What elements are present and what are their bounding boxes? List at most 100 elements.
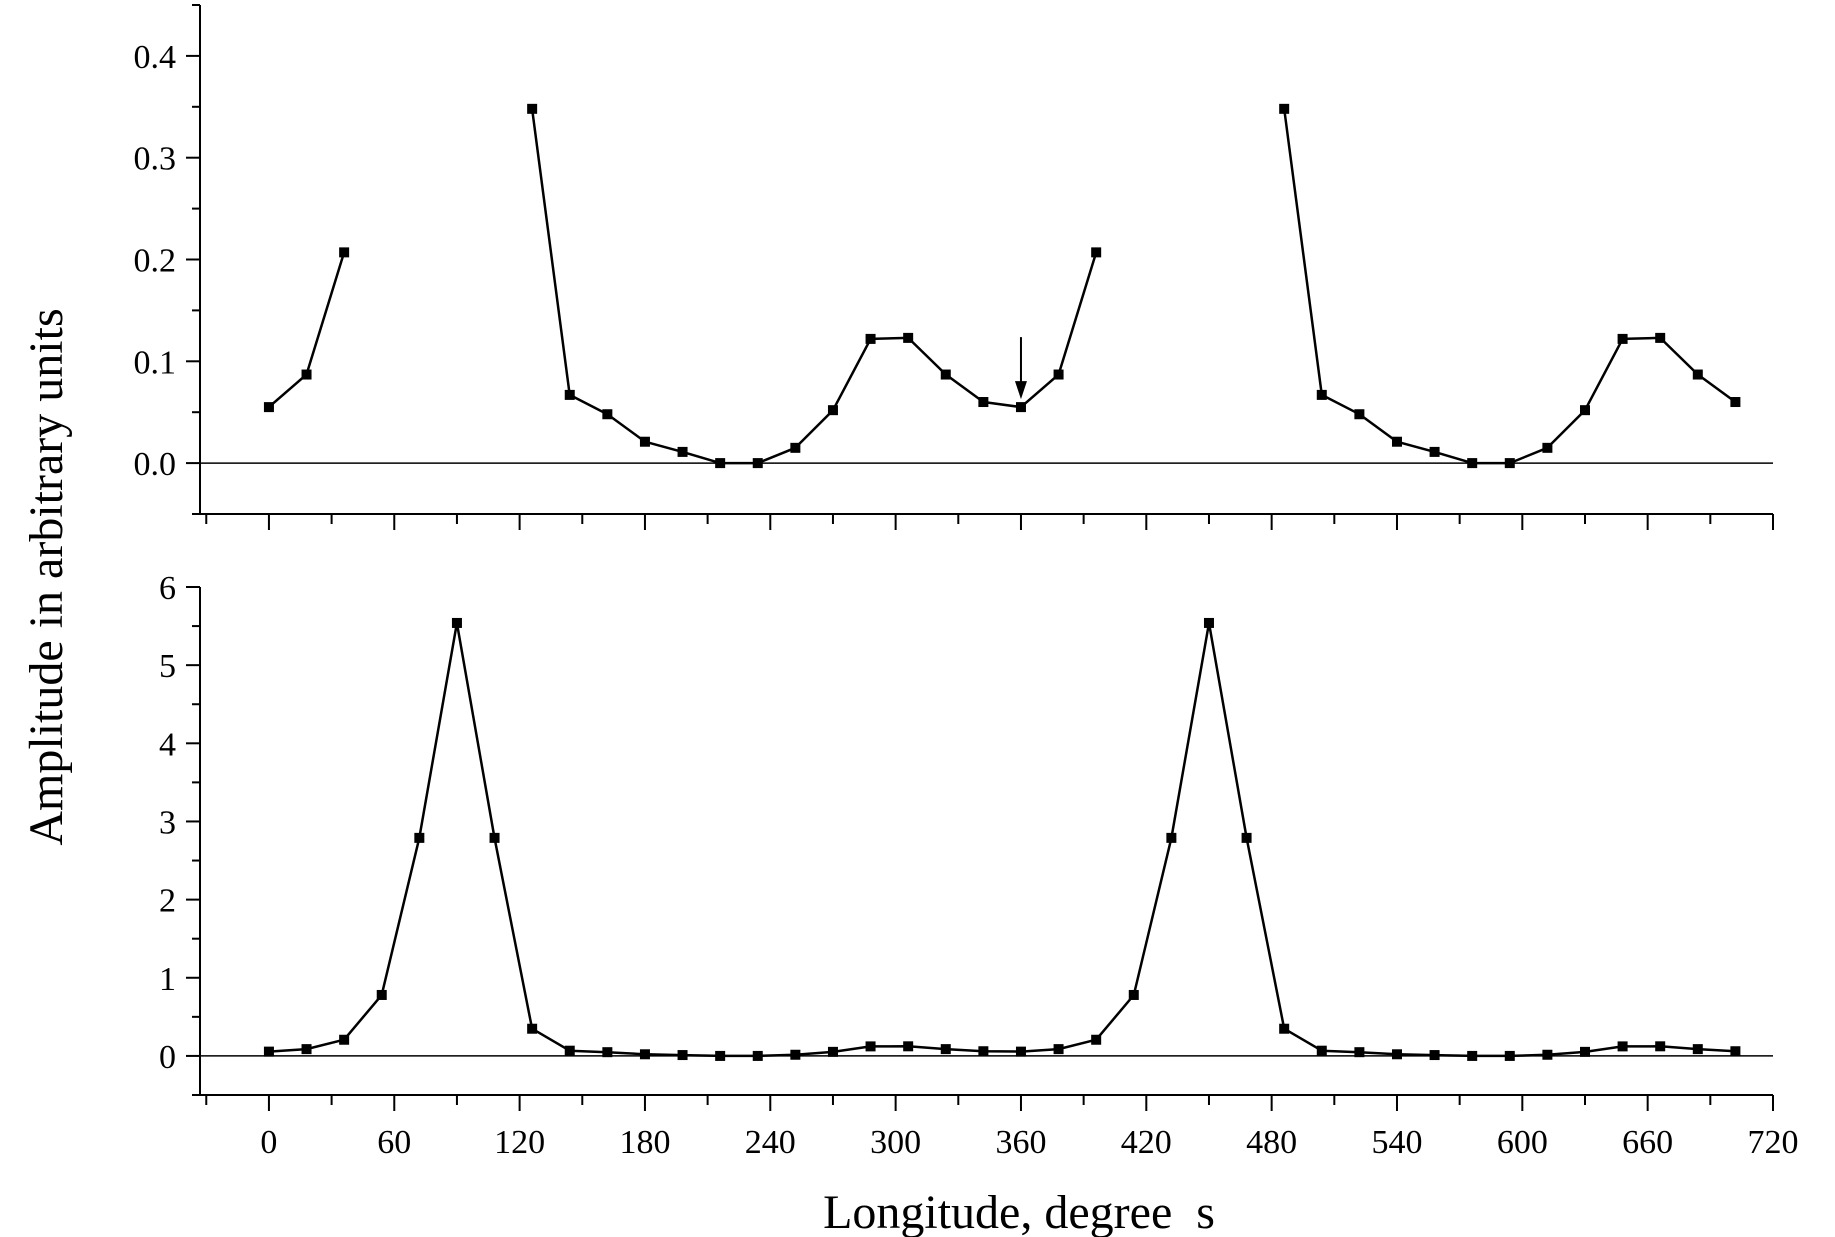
x-tick-label: 360 [995, 1124, 1046, 1161]
top-data-point [790, 442, 801, 453]
bottom-data-point [1655, 1041, 1666, 1052]
x-tick-label: 240 [745, 1124, 796, 1161]
top-data-point [978, 397, 989, 408]
bottom-data-point [1203, 617, 1214, 628]
bottom-data-point [827, 1046, 838, 1057]
bottom-data-point [602, 1047, 613, 1058]
top-data-point [1091, 247, 1102, 258]
top-data-point [1542, 442, 1553, 453]
bottom-data-point [527, 1023, 538, 1034]
x-tick-label: 420 [1121, 1124, 1172, 1161]
top-y-tick-label: 0.4 [134, 39, 177, 76]
bottom-data-point [978, 1046, 989, 1057]
top-data-point [940, 369, 951, 380]
annotation-arrow-head [1014, 381, 1027, 400]
top-data-point [263, 402, 274, 413]
bottom-data-point [1354, 1047, 1365, 1058]
x-tick-label: 180 [619, 1124, 670, 1161]
top-data-point [827, 405, 838, 416]
x-axis-label: Longitude, degree s [823, 1186, 1215, 1237]
bottom-data-point [1467, 1050, 1478, 1061]
top-series-line [530, 108, 1098, 465]
bottom-data-point [865, 1041, 876, 1052]
bottom-data-point [263, 1046, 274, 1057]
top-data-point [903, 332, 914, 343]
top-data-point [1316, 389, 1327, 400]
top-data-point [1730, 397, 1741, 408]
top-data-point [339, 247, 350, 258]
bottom-data-point [301, 1044, 312, 1055]
bottom-y-tick-label: 4 [159, 726, 176, 763]
top-series-line [268, 252, 346, 409]
top-y-tick-label: 0.1 [134, 344, 177, 381]
top-data-point [1579, 405, 1590, 416]
bottom-data-point [1542, 1049, 1553, 1060]
x-tick-label: 540 [1371, 1124, 1422, 1161]
top-data-point [1279, 103, 1290, 114]
y-axis-label: Amplitude in arbitrary units [20, 308, 73, 845]
x-tick-label: 660 [1622, 1124, 1673, 1161]
top-data-point [639, 436, 650, 447]
bottom-data-point [790, 1049, 801, 1060]
bottom-y-tick-label: 2 [159, 883, 176, 920]
x-tick-label: 480 [1246, 1124, 1297, 1161]
bottom-data-point [1391, 1049, 1402, 1060]
top-data-point [1692, 369, 1703, 380]
top-data-point [1429, 446, 1440, 457]
bottom-data-point [677, 1050, 688, 1061]
bottom-data-point [1241, 832, 1252, 843]
bottom-data-point [376, 989, 387, 1000]
top-data-point [564, 389, 575, 400]
bottom-y-tick-label: 5 [159, 648, 176, 685]
x-tick-label: 0 [260, 1124, 277, 1161]
x-tick-label: 600 [1497, 1124, 1548, 1161]
top-data-point [602, 409, 613, 420]
bottom-series-line [268, 621, 1736, 1058]
bottom-y-tick-label: 6 [159, 570, 176, 607]
bottom-data-point [903, 1041, 914, 1052]
top-data-point [1504, 458, 1515, 469]
top-data-point [1354, 409, 1365, 420]
bottom-data-point [1617, 1041, 1628, 1052]
bottom-data-point [1316, 1045, 1327, 1056]
top-y-tick-label: 0.0 [134, 446, 177, 483]
x-tick-label: 120 [494, 1124, 545, 1161]
top-data-point [1015, 402, 1026, 413]
top-data-point [1617, 333, 1628, 344]
bottom-data-point [1692, 1044, 1703, 1055]
top-data-point [301, 369, 312, 380]
bottom-data-point [1053, 1044, 1064, 1055]
top-data-point [1053, 369, 1064, 380]
bottom-data-point [1166, 832, 1177, 843]
bottom-data-point [1730, 1046, 1741, 1057]
bottom-data-point [489, 832, 500, 843]
bottom-data-point [451, 617, 462, 628]
bottom-data-point [1128, 989, 1139, 1000]
top-data-point [677, 446, 688, 457]
bottom-data-point [339, 1034, 350, 1045]
bottom-data-point [1504, 1050, 1515, 1061]
top-data-point [527, 103, 538, 114]
bottom-y-tick-label: 3 [159, 804, 176, 841]
bottom-data-point [715, 1050, 726, 1061]
bottom-data-point [1279, 1023, 1290, 1034]
bottom-data-point [940, 1044, 951, 1055]
top-y-tick-label: 0.3 [134, 141, 177, 178]
x-tick-label: 720 [1748, 1124, 1799, 1161]
bottom-data-point [564, 1045, 575, 1056]
top-y-tick-label: 0.2 [134, 243, 177, 280]
top-data-point [865, 333, 876, 344]
bottom-data-point [1015, 1046, 1026, 1057]
x-tick-label: 60 [377, 1124, 411, 1161]
top-data-point [715, 458, 726, 469]
bottom-data-point [414, 832, 425, 843]
bottom-y-tick-label: 0 [159, 1039, 176, 1076]
annotation-arrow [1014, 337, 1027, 400]
bottom-y-tick-label: 1 [159, 961, 176, 998]
x-tick-label: 300 [870, 1124, 921, 1161]
top-series-line [1282, 108, 1737, 465]
bottom-data-point [1429, 1050, 1440, 1061]
top-data-point [1467, 458, 1478, 469]
